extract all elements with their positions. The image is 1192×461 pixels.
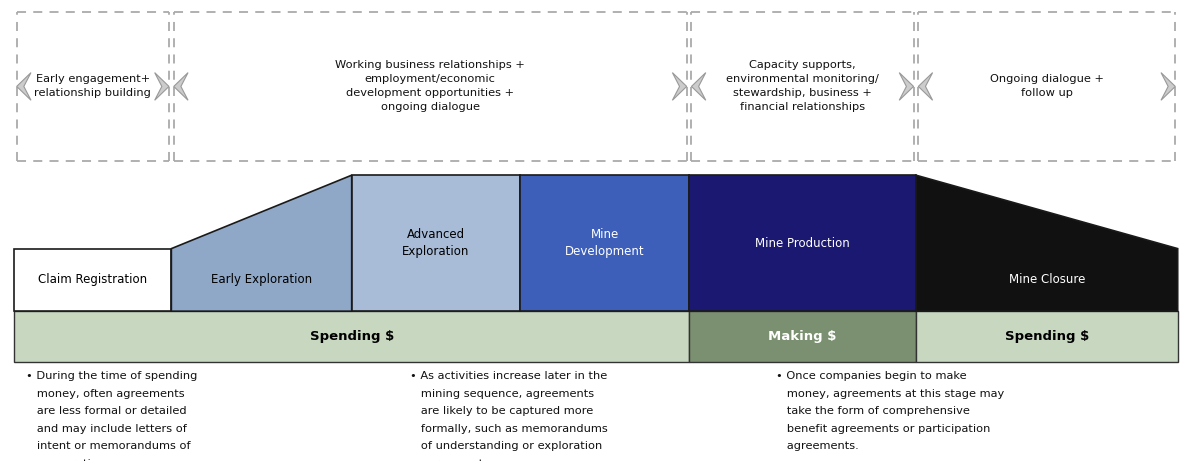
Text: • Once companies begin to make: • Once companies begin to make [776,371,967,381]
Text: Ongoing dialogue +
follow up: Ongoing dialogue + follow up [989,74,1104,99]
Polygon shape [174,73,188,100]
Text: benefit agreements or participation: benefit agreements or participation [776,424,991,434]
Text: are less formal or detailed: are less formal or detailed [26,406,187,416]
Text: Advanced
Exploration: Advanced Exploration [403,228,470,258]
Text: and may include letters of: and may include letters of [26,424,187,434]
Text: money, agreements at this stage may: money, agreements at this stage may [776,389,1005,399]
Polygon shape [915,311,1178,362]
Text: of understanding or exploration: of understanding or exploration [410,441,602,451]
Polygon shape [691,73,706,100]
Text: Claim Registration: Claim Registration [38,273,148,286]
Polygon shape [915,175,1178,311]
Text: money, often agreements: money, often agreements [26,389,185,399]
Polygon shape [672,73,687,100]
Text: Mine
Development: Mine Development [565,228,645,258]
Polygon shape [689,311,915,362]
Polygon shape [155,73,169,100]
Text: are likely to be captured more: are likely to be captured more [410,406,594,416]
Polygon shape [689,175,915,311]
Polygon shape [14,311,689,362]
Text: • As activities increase later in the: • As activities increase later in the [410,371,607,381]
Text: • During the time of spending: • During the time of spending [26,371,198,381]
Text: mining sequence, agreements: mining sequence, agreements [410,389,594,399]
Text: agreements.: agreements. [410,459,492,461]
Text: Spending $: Spending $ [310,330,393,343]
Text: Spending $: Spending $ [1005,330,1089,343]
Text: Making $: Making $ [769,330,837,343]
Polygon shape [17,73,31,100]
Text: take the form of comprehensive: take the form of comprehensive [776,406,970,416]
Text: Working business relationships +
employment/economic
development opportunities +: Working business relationships + employm… [335,60,526,112]
Text: Early Exploration: Early Exploration [211,273,312,286]
Polygon shape [14,248,172,311]
Text: intent or memorandums of: intent or memorandums of [26,441,191,451]
Text: cooperation.: cooperation. [26,459,108,461]
Text: Mine Closure: Mine Closure [1008,273,1085,286]
Text: formally, such as memorandums: formally, such as memorandums [410,424,608,434]
Polygon shape [521,175,689,311]
Text: Capacity supports,
environmental monitoring/
stewardship, business +
financial r: Capacity supports, environmental monitor… [726,60,879,112]
Text: agreements.: agreements. [776,441,859,451]
Text: Mine Production: Mine Production [755,236,850,250]
Polygon shape [918,73,932,100]
Text: Early engagement+
relationship building: Early engagement+ relationship building [35,74,151,99]
Polygon shape [899,73,913,100]
Polygon shape [1161,73,1175,100]
Polygon shape [352,175,521,311]
Polygon shape [172,175,352,311]
